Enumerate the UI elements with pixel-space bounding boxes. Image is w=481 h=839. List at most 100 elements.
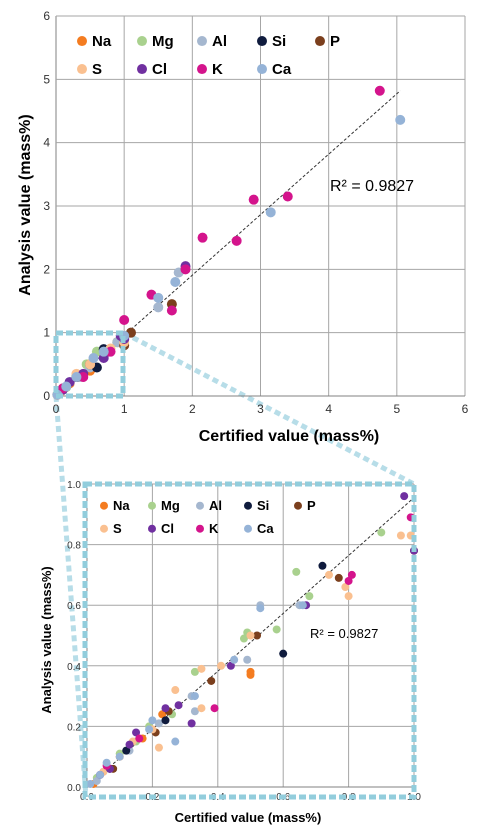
detail-point-ca — [115, 752, 124, 761]
main-zoom-region — [53, 330, 126, 399]
detail-legend-label-p: P — [307, 498, 316, 513]
main-y-tick-label: 0 — [43, 389, 50, 403]
detail-point-k — [135, 734, 144, 743]
main-point-k — [282, 191, 293, 202]
detail-point-mg — [239, 634, 248, 643]
detail-point-si — [279, 649, 288, 658]
main-point-k — [180, 264, 191, 275]
detail-point-cl — [161, 704, 170, 713]
main-x-tick-label: 3 — [257, 402, 264, 416]
main-y-tick-label: 4 — [43, 136, 50, 150]
main-x-tick-label: 6 — [462, 402, 469, 416]
detail-point-s — [154, 743, 163, 752]
detail-point-cl — [125, 740, 134, 749]
main-x-tick-label: 4 — [325, 402, 332, 416]
detail-point-ca — [256, 604, 265, 613]
main-x-axis-label: Certified value (mass%) — [199, 428, 380, 445]
detail-y-axis-label: Analysis value (mass%) — [39, 566, 54, 713]
detail-point-s — [344, 592, 353, 601]
main-y-tick-label: 3 — [43, 199, 50, 213]
detail-point-mg — [377, 528, 386, 537]
main-point-ca — [61, 381, 72, 392]
main-y-tick-label: 2 — [43, 262, 50, 276]
detail-point-si — [161, 716, 170, 725]
detail-point-si — [318, 561, 327, 570]
main-legend-label-cl: Cl — [152, 61, 167, 78]
detail-point-s — [197, 664, 206, 673]
main-x-tick-label: 2 — [189, 402, 196, 416]
detail-point-cl — [132, 728, 141, 737]
main-x-tick-label: 5 — [393, 402, 400, 416]
main-y-tick-label: 6 — [43, 9, 50, 23]
main-legend-marker-k — [197, 64, 207, 75]
main-data-points — [52, 85, 406, 400]
detail-point-p — [207, 676, 216, 685]
detail-chart: 0.0 0.2 0.4 0.6 0.8 1.00.00.20.40.60.81.0 Na M… — [39, 480, 421, 825]
detail-point-s — [246, 631, 255, 640]
main-legend-label-al: Al — [212, 33, 227, 50]
detail-point-ca — [190, 692, 199, 701]
detail-legend-label-si: Si — [257, 498, 269, 513]
detail-point-s — [217, 661, 226, 670]
detail-point-cl — [187, 719, 196, 728]
main-legend: Na Mg Al Si P S Cl K Ca — [77, 33, 340, 78]
main-x-tick-label: 0 — [53, 402, 60, 416]
detail-legend-label-s: S — [113, 521, 122, 536]
detail-point-ca — [102, 758, 111, 767]
detail-point-s — [324, 570, 333, 579]
detail-legend-marker-s — [100, 524, 108, 533]
main-chart: 0 1 2 3 4 5 6 0 1 2 3 4 5 6 Na Mg Al Si P S Cl K Ca R² = 0.98… — [17, 9, 469, 445]
main-r-squared-label: R² = 0.9827 — [330, 178, 414, 195]
detail-point-s — [396, 531, 405, 540]
main-tick-labels: 0 1 2 3 4 5 6 0 1 2 3 4 5 6 — [43, 9, 468, 416]
detail-legend-label-k: K — [209, 521, 219, 536]
main-legend-marker-na — [77, 36, 87, 47]
detail-legend-marker-cl — [148, 524, 156, 533]
main-point-ca — [98, 346, 109, 357]
main-point-ca — [265, 207, 276, 218]
main-legend-marker-si — [257, 36, 267, 47]
detail-point-al — [190, 707, 199, 716]
detail-legend-label-al: Al — [209, 498, 222, 513]
detail-legend-marker-na — [100, 501, 108, 510]
main-grid — [55, 15, 466, 397]
detail-point-ca — [148, 716, 157, 725]
main-legend-marker-p — [315, 36, 325, 47]
detail-legend: Na Mg Al Si P S Cl K Ca — [100, 498, 316, 536]
main-x-tick-label: 1 — [121, 402, 128, 416]
main-legend-marker-ca — [257, 64, 267, 75]
detail-legend-marker-ca — [244, 524, 252, 533]
detail-point-al — [92, 776, 101, 785]
main-legend-label-mg: Mg — [152, 33, 174, 50]
detail-point-ca — [230, 655, 239, 664]
detail-y-tick-label: 0.0 — [67, 783, 81, 794]
detail-point-na — [246, 670, 255, 679]
main-point-ca — [170, 277, 181, 287]
main-y-axis-label: Analysis value (mass%) — [17, 114, 34, 295]
detail-point-ca — [298, 601, 307, 610]
main-point-ca — [71, 372, 82, 382]
detail-legend-marker-si — [244, 501, 252, 510]
detail-point-mg — [272, 625, 281, 634]
detail-point-k — [347, 570, 356, 579]
detail-legend-label-na: Na — [113, 498, 130, 513]
detail-legend-label-cl: Cl — [161, 521, 174, 536]
detail-point-ca — [145, 725, 154, 734]
main-legend-label-s: S — [92, 61, 102, 78]
detail-y-tick-label: 0.4 — [67, 662, 81, 673]
main-y-tick-label: 5 — [43, 72, 50, 86]
detail-point-ca — [96, 770, 105, 779]
main-legend-label-si: Si — [272, 33, 286, 50]
detail-legend-label-mg: Mg — [161, 498, 180, 513]
detail-r-squared-label: R² = 0.9827 — [310, 626, 378, 641]
main-point-k — [119, 315, 130, 325]
zoom-connector-left — [53, 395, 89, 798]
detail-x-axis-label: Certified value (mass%) — [175, 810, 322, 825]
detail-x-tick-label: 0.8 — [342, 792, 356, 803]
main-point-k — [231, 235, 242, 246]
detail-legend-marker-mg — [148, 501, 156, 510]
detail-y-tick-label: 1.0 — [67, 480, 81, 491]
detail-y-tick-label: 0.6 — [67, 601, 81, 612]
main-legend-label-p: P — [330, 33, 340, 50]
detail-point-cl — [400, 492, 409, 501]
